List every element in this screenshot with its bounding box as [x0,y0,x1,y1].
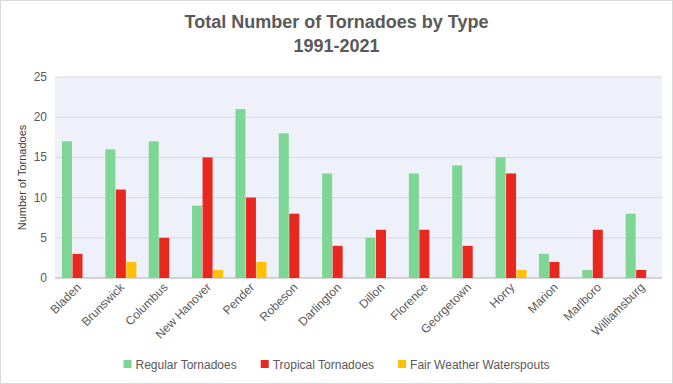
bar [322,173,332,278]
x-tick-label: Bladen [48,280,84,316]
x-tick-label: Horry [487,280,518,311]
grid-line [55,197,662,198]
legend-swatch [398,360,406,368]
bar [452,165,462,278]
subtitle: 1991-2021 [293,36,379,56]
y-axis-label: Number of Tornadoes [16,124,28,230]
x-tick-label: Pender [220,280,257,317]
bar [83,278,93,279]
grid-line [55,278,662,279]
bar [333,246,343,278]
bar [496,157,506,278]
legend-swatch [124,360,132,368]
legend-label: Tropical Tornadoes [273,358,374,372]
bar [387,278,397,279]
bar [203,157,213,278]
bar [549,262,559,278]
bar [582,270,592,278]
legend: Regular Tornadoes Tropical Tornadoes Fair … [124,358,550,372]
bar [419,230,429,278]
bars [62,109,646,278]
bar [603,278,613,279]
bar [366,238,376,278]
x-tick-label: Marion [525,280,561,316]
bar [647,278,657,279]
legend-label: Fair Weather Waterspouts [410,358,549,372]
x-tick-label: Florence [388,280,431,323]
y-tick-label: 25 [34,70,48,84]
bar [560,278,570,279]
bar [105,149,115,278]
bar [517,270,527,278]
bar [256,262,266,278]
bar [246,198,256,278]
grid-line [55,157,662,158]
legend-label: Regular Tornadoes [136,358,237,372]
x-tick-label: Dillon [356,280,387,311]
x-axis-line [55,278,662,279]
bar [409,173,419,278]
x-tick-label: Williamsburg [589,280,647,338]
bar [213,270,223,278]
x-tick-label: Darlington [295,280,344,329]
grid-line [55,237,662,238]
grid-line [55,117,662,118]
x-tick-label: Robeson [257,280,301,324]
bar [126,262,136,278]
y-tick-label: 0 [40,271,47,285]
legend-swatch [261,360,269,368]
bar [192,206,202,278]
bar [376,230,386,278]
bar [159,238,169,278]
bar [300,278,310,279]
bar [430,278,440,279]
y-tick-label: 20 [34,110,48,124]
bar [593,230,603,278]
x-tick-label: Brunswick [79,280,128,329]
title: Total Number of Tornadoes by Type [184,12,488,32]
bar [279,133,289,278]
chart: Total Number of Tornadoes by Type 1991-20… [0,0,673,384]
grid-line [55,77,662,78]
bar [506,173,516,278]
bar [73,254,83,278]
y-tick-label: 10 [34,191,48,205]
bar [170,278,180,279]
plot-area [55,77,662,278]
bar [473,278,483,279]
bar [539,254,549,278]
bar [343,278,353,279]
bar [636,270,646,278]
background [1,1,673,384]
bar [62,141,72,278]
y-tick-label: 5 [40,231,47,245]
y-tick-label: 15 [34,150,48,164]
x-tick-label: Georgetown [418,280,474,336]
x-tick-label: New Hanover [153,280,214,341]
bar [463,246,473,278]
bar [235,109,245,278]
x-tick-label: Marlboro [561,280,605,324]
bar [626,214,636,278]
bar [116,190,126,278]
bar [289,214,299,278]
bar [149,141,159,278]
